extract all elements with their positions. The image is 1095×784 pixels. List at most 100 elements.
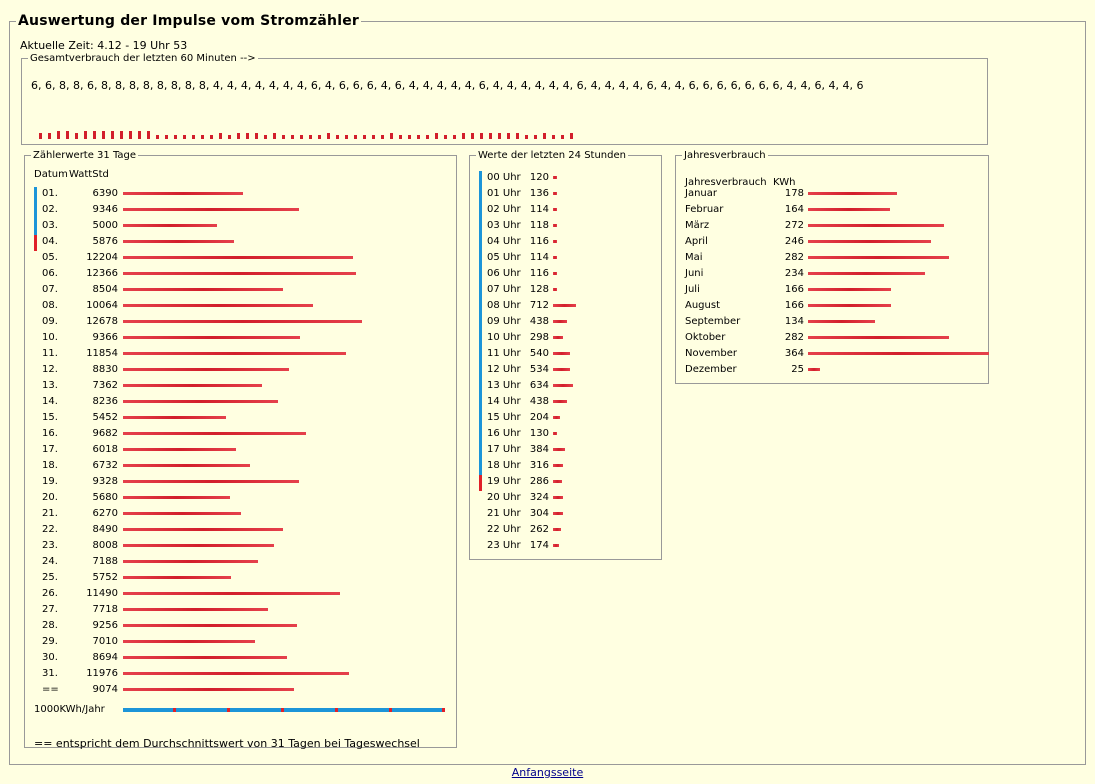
day-bar	[123, 256, 353, 259]
day-label: 16.	[42, 428, 58, 439]
day-bar	[123, 352, 346, 355]
hour-bar	[553, 240, 557, 243]
minute-bar	[237, 133, 240, 139]
minute-bar	[525, 135, 528, 139]
day-bar	[123, 640, 255, 643]
month-value: 234	[784, 268, 804, 279]
scale-tick	[389, 708, 392, 712]
month-bar	[808, 304, 891, 307]
hour-label: 09 Uhr	[487, 316, 521, 327]
hour-bar	[553, 336, 563, 339]
day-label: 17.	[42, 444, 58, 455]
hours-marker-blue	[479, 171, 482, 475]
minute-bar	[552, 135, 555, 139]
hours-marker-red	[479, 475, 482, 491]
day-label: 21.	[42, 508, 58, 519]
hour-label: 05 Uhr	[487, 252, 521, 263]
hour-value: 262	[529, 524, 549, 535]
hour-label: 13 Uhr	[487, 380, 521, 391]
day-bar	[123, 672, 349, 675]
day-label: 19.	[42, 476, 58, 487]
minute-bar	[417, 135, 420, 139]
month-bar	[808, 320, 875, 323]
hour-value: 286	[529, 476, 549, 487]
day-label: ==	[42, 684, 59, 695]
month-bar	[808, 240, 931, 243]
days-note: == entspricht dem Durchschnittswert von …	[34, 737, 420, 750]
hour-value: 114	[529, 204, 549, 215]
hour-row: 11 Uhr 540	[487, 346, 657, 362]
day-bar	[123, 656, 287, 659]
minute-bar	[516, 133, 519, 139]
minutes-bar-chart	[39, 131, 573, 139]
hour-bar	[553, 544, 559, 547]
month-label: Januar	[685, 188, 717, 199]
minute-bar	[435, 133, 438, 139]
day-value: 12204	[86, 252, 118, 263]
month-row: Februar 164	[685, 202, 985, 218]
day-value: 5680	[92, 492, 118, 503]
minute-bar	[228, 135, 231, 139]
minute-bar	[336, 135, 339, 139]
day-bar	[123, 416, 226, 419]
day-label: 15.	[42, 412, 58, 423]
hour-value: 130	[529, 428, 549, 439]
scale-tick	[173, 708, 176, 712]
day-bar	[123, 272, 356, 275]
month-bar	[808, 368, 820, 371]
minute-bar	[201, 135, 204, 139]
hour-row: 08 Uhr 712	[487, 298, 657, 314]
hour-bar	[553, 288, 557, 291]
month-row: November 364	[685, 346, 989, 362]
minute-bar	[84, 131, 87, 139]
hour-row: 23 Uhr 174	[487, 538, 657, 554]
day-bar	[123, 384, 262, 387]
day-row: 10. 9366	[42, 330, 452, 346]
hour-label: 16 Uhr	[487, 428, 521, 439]
day-value: 9328	[92, 476, 118, 487]
hour-value: 114	[529, 252, 549, 263]
hour-value: 120	[529, 172, 549, 183]
month-label: Oktober	[685, 332, 726, 343]
day-bar	[123, 592, 340, 595]
hour-row: 01 Uhr 136	[487, 186, 657, 202]
month-label: Februar	[685, 204, 724, 215]
hour-row: 12 Uhr 534	[487, 362, 657, 378]
day-bar	[123, 544, 274, 547]
day-row: 08. 10064	[42, 298, 452, 314]
month-value: 166	[784, 284, 804, 295]
day-label: 20.	[42, 492, 58, 503]
day-value: 8830	[92, 364, 118, 375]
minute-bar	[192, 135, 195, 139]
hour-row: 04 Uhr 116	[487, 234, 657, 250]
day-row: 05. 12204	[42, 250, 452, 266]
month-row: März 272	[685, 218, 985, 234]
day-bar	[123, 368, 289, 371]
day-label: 08.	[42, 300, 58, 311]
month-label: März	[685, 220, 710, 231]
main-panel: Auswertung der Impulse vom Stromzähler	[9, 13, 1086, 765]
day-value: 5752	[92, 572, 118, 583]
hour-bar	[553, 176, 557, 179]
hour-label: 21 Uhr	[487, 508, 521, 519]
hour-bar	[553, 496, 563, 499]
days-header-date: Datum	[34, 169, 68, 180]
day-row: 29. 7010	[42, 634, 452, 650]
day-bar	[123, 560, 258, 563]
day-bar	[123, 576, 231, 579]
hour-row: 13 Uhr 634	[487, 378, 657, 394]
day-bar	[123, 192, 243, 195]
minute-bar	[444, 135, 447, 139]
home-link[interactable]: Anfangsseite	[511, 766, 584, 779]
month-value: 25	[791, 364, 804, 375]
hour-value: 316	[529, 460, 549, 471]
hour-bar	[553, 416, 560, 419]
days-header-value: WattStd	[69, 169, 109, 180]
hour-value: 324	[529, 492, 549, 503]
day-row: 02. 9346	[42, 202, 452, 218]
minutes-values: 6, 6, 8, 8, 6, 8, 8, 8, 8, 8, 8, 8, 8, 4…	[31, 79, 864, 92]
minute-bar	[120, 131, 123, 139]
minute-bar	[345, 135, 348, 139]
day-value: 6018	[92, 444, 118, 455]
day-bar	[123, 448, 236, 451]
